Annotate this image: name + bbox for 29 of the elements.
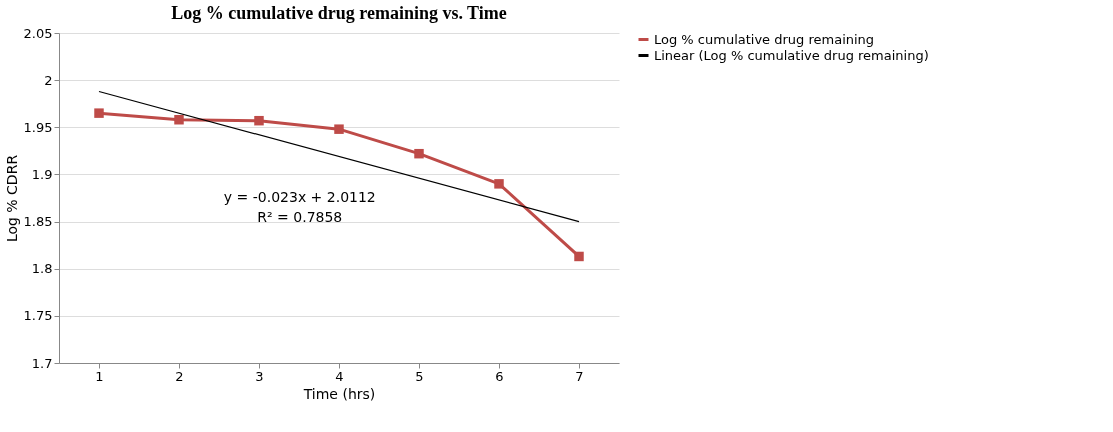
- y-tick-label: 1.85: [23, 214, 53, 230]
- x-tick-label: 6: [495, 368, 504, 384]
- y-tick-label: 2.05: [23, 25, 53, 41]
- x-tick-label: 5: [415, 368, 424, 384]
- x-tick-label: 1: [95, 368, 104, 384]
- legend-label: Log % cumulative drug remaining: [654, 31, 875, 47]
- chart-title: Log % cumulative drug remaining vs. Time: [171, 3, 507, 23]
- point: [414, 148, 424, 159]
- annotation: y = -0.023x + 2.0112: [223, 189, 376, 205]
- x-tick-label: 3: [255, 368, 264, 384]
- x-tick-label: 4: [335, 368, 344, 384]
- x-tick-label: 2: [175, 368, 184, 384]
- point: [174, 115, 184, 125]
- y-tick-label: 1.75: [23, 308, 53, 324]
- y-tick-label: 1.95: [23, 119, 53, 135]
- point: [94, 108, 104, 118]
- y-tick-label: 1.7: [31, 355, 53, 371]
- y-axis-title: Log % CDRR: [3, 154, 20, 243]
- y-tick-label: 2: [44, 72, 53, 88]
- point: [254, 115, 264, 126]
- x-axis-title: Time (hrs): [302, 385, 376, 402]
- legend-label: Linear (Log % cumulative drug remaining): [654, 47, 929, 63]
- y-tick-label: 1.9: [31, 166, 53, 182]
- point: [334, 124, 344, 134]
- point: [494, 179, 504, 189]
- y-tick-label: 1.8: [31, 261, 53, 277]
- point: [574, 251, 584, 262]
- x-tick-label: 7: [575, 368, 584, 384]
- annotation: R² = 0.7858: [257, 209, 343, 225]
